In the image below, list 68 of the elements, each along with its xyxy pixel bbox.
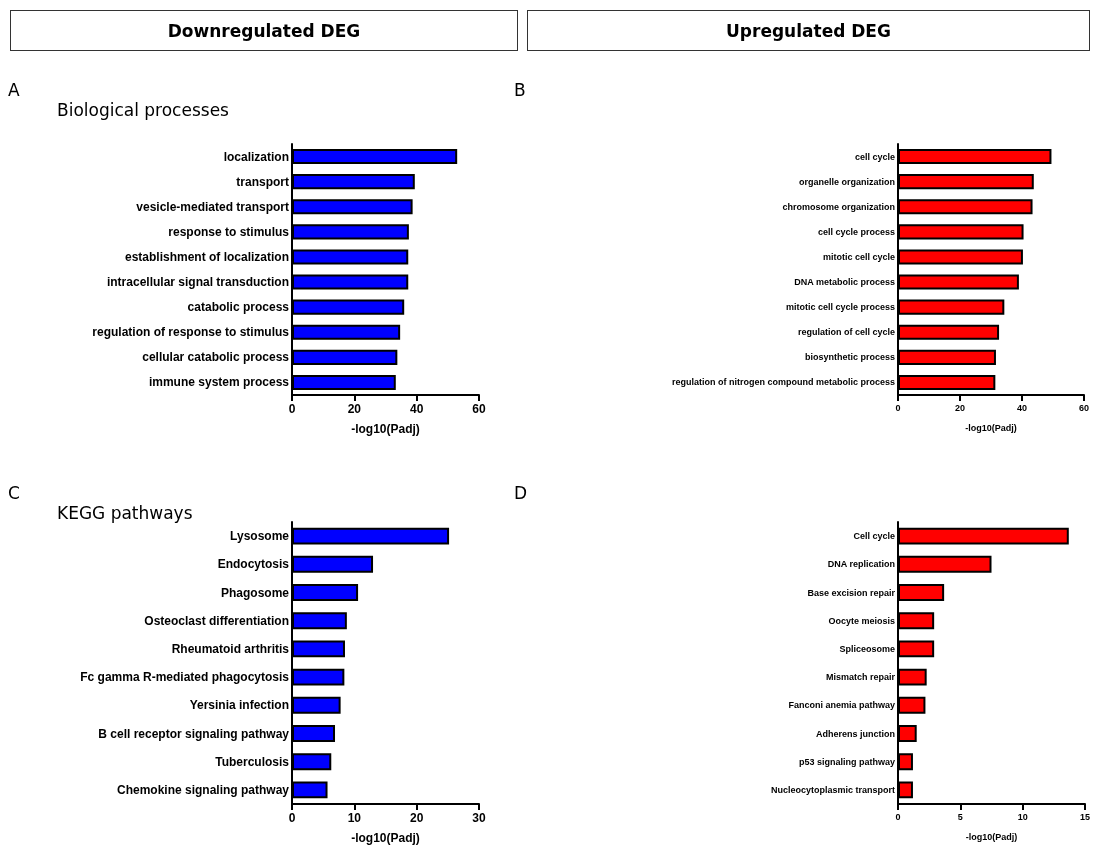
x-axis-title: -log10(Padj) xyxy=(351,422,420,436)
y-tick-label: cell cycle process xyxy=(817,226,895,237)
y-tick-label: Lysosome xyxy=(230,529,290,544)
y-tick-label: Adherens junction xyxy=(815,728,895,739)
x-axis-title: -log10(Padj) xyxy=(965,422,1017,433)
y-tick-label: establishment of localization xyxy=(124,249,289,264)
y-tick-label: p53 signaling pathway xyxy=(798,756,895,767)
y-tick-label: Rheumatoid arthritis xyxy=(171,641,290,656)
text: KEGG pathways xyxy=(57,503,193,523)
x-tick-label: 10 xyxy=(347,811,362,825)
y-tick-label: catabolic process xyxy=(187,300,290,315)
y-tick-label: Phagosome xyxy=(220,585,290,600)
y-tick-label: B cell receptor signaling pathway xyxy=(98,726,290,741)
y-tick-label: organelle organization xyxy=(798,176,895,187)
text: C xyxy=(8,483,20,503)
y-tick-label: Base excision repair xyxy=(807,587,896,598)
y-tick-label: regulation of response to stimulus xyxy=(92,325,290,340)
y-tick-label: Endocytosis xyxy=(217,557,290,572)
y-tick-label: Oocyte meiosis xyxy=(828,615,895,626)
y-tick-label: Fanconi anemia pathway xyxy=(788,700,895,711)
y-tick-label: Mismatch repair xyxy=(825,672,896,683)
y-tick-label: Cell cycle xyxy=(853,531,895,542)
y-tick-label: DNA metabolic process xyxy=(794,277,895,288)
x-tick-label: 15 xyxy=(1079,811,1091,822)
y-tick-label: Spliceosome xyxy=(839,643,895,654)
text: B xyxy=(514,80,526,100)
x-tick-label: 40 xyxy=(1016,402,1028,413)
text: Downregulated DEG xyxy=(10,10,518,51)
y-tick-label: Chemokine signaling pathway xyxy=(116,782,290,797)
x-tick-label: 10 xyxy=(1017,811,1028,822)
y-tick-label: Nucleocytoplasmic transport xyxy=(770,784,895,795)
text: D xyxy=(514,483,528,503)
y-tick-label: intracellular signal transduction xyxy=(106,275,289,290)
y-tick-label: mitotic cell cycle process xyxy=(785,302,895,313)
y-tick-label: Yersinia infection xyxy=(189,698,289,713)
x-tick-label: 30 xyxy=(472,811,486,825)
y-tick-label: response to stimulus xyxy=(168,224,290,239)
x-tick-label: 60 xyxy=(1078,402,1090,413)
x-tick-label: 0 xyxy=(895,811,901,822)
y-tick-label: chromosome organization xyxy=(782,201,895,212)
text: A xyxy=(8,80,20,100)
y-tick-label: biosynthetic process xyxy=(804,352,895,363)
y-tick-label: Osteoclast differentiation xyxy=(144,613,289,628)
x-tick-label: 40 xyxy=(409,402,424,416)
x-tick-label: 0 xyxy=(288,402,296,416)
y-tick-label: cellular catabolic process xyxy=(142,350,290,365)
x-tick-label: 5 xyxy=(957,811,963,822)
y-tick-label: mitotic cell cycle xyxy=(822,251,895,262)
x-axis-title: -log10(Padj) xyxy=(351,831,420,845)
y-tick-label: Tuberculosis xyxy=(215,754,290,769)
x-tick-label: 0 xyxy=(288,811,296,825)
x-axis-title: -log10(Padj) xyxy=(965,831,1018,842)
y-tick-label: DNA replication xyxy=(827,559,895,570)
y-tick-label: regulation of cell cycle xyxy=(797,327,895,338)
y-tick-label: vesicle-mediated transport xyxy=(136,199,289,214)
text: Biological processes xyxy=(57,100,229,120)
y-tick-label: transport xyxy=(236,174,289,189)
x-tick-label: 20 xyxy=(347,402,362,416)
text: Upregulated DEG xyxy=(527,10,1090,51)
y-tick-label: localization xyxy=(223,149,289,164)
x-tick-label: 60 xyxy=(472,402,486,416)
x-tick-label: 20 xyxy=(409,811,424,825)
x-tick-label: 20 xyxy=(954,402,966,413)
y-tick-label: immune system process xyxy=(148,375,290,390)
y-tick-label: Fc gamma R-mediated phagocytosis xyxy=(80,670,290,685)
y-tick-label: regulation of nitrogen compound metabolic process xyxy=(671,377,895,388)
x-tick-label: 0 xyxy=(895,402,901,413)
y-tick-label: cell cycle xyxy=(854,151,895,162)
